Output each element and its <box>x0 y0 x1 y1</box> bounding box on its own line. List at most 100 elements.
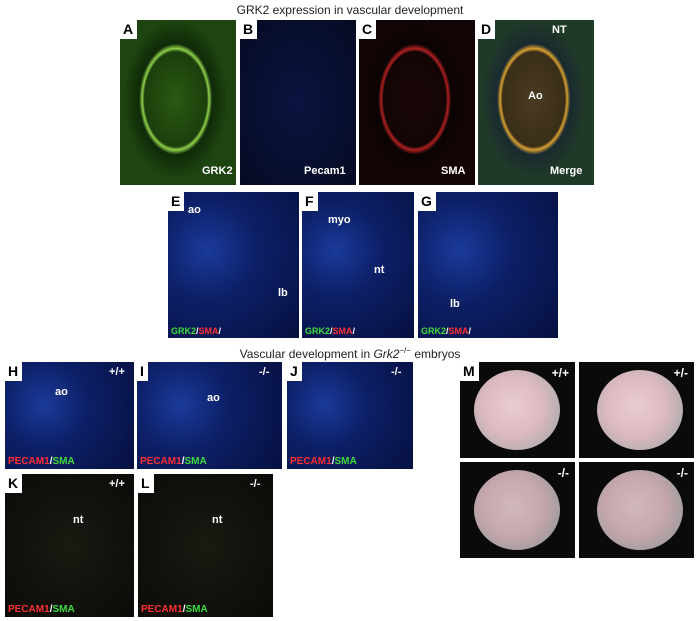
panel-label: ao <box>207 392 220 404</box>
figure-panel: L -/- nt PECAM1/SMA <box>138 474 273 617</box>
stain-name: SMA <box>52 604 75 615</box>
subtitle-text: Vascular development in <box>239 347 374 361</box>
stain-name: / <box>196 326 199 336</box>
stain-name: PECAM1 <box>141 604 183 615</box>
stain-name: / <box>49 604 53 615</box>
figure-panel: D NT Ao Merge <box>478 20 594 185</box>
stain-name: / <box>352 326 356 336</box>
figure-panel: K +/+ nt PECAM1/SMA <box>5 474 134 617</box>
stain-name: PECAM1 <box>140 456 182 467</box>
panel-label: nt <box>212 514 223 526</box>
panel-label: Pecam1 <box>304 165 346 177</box>
genotype: −/− <box>399 346 412 355</box>
genotype-label: +/+ <box>551 366 569 380</box>
panel-label: SMA <box>441 165 466 177</box>
stain-name: / <box>181 456 185 467</box>
panel-label: +/+ <box>109 478 125 490</box>
stain-name: PECAM1 <box>8 604 50 615</box>
figure-title: GRK2 expression in vascular development <box>236 3 464 17</box>
figure-panel: C SMA <box>359 20 475 185</box>
stain-name: SMA <box>448 326 469 336</box>
genotype-label: -/- <box>557 466 569 480</box>
embryo <box>474 370 560 450</box>
embryo-photo: -/- <box>579 462 694 558</box>
figure-panel: I -/- ao PECAM1/SMA <box>137 362 282 469</box>
stain-name: SMA <box>198 326 219 336</box>
gene-name: Grk2 <box>373 347 400 361</box>
panel-label: -/- <box>391 366 402 378</box>
panel-label: -/- <box>250 478 261 490</box>
embryo-photo: -/- <box>460 462 575 558</box>
panel-letter: C <box>359 20 377 39</box>
stain-legend: PECAM1/SMA <box>141 604 208 615</box>
panel-letter: F <box>302 192 318 211</box>
stain-name: SMA <box>185 604 208 615</box>
panel-letter: M <box>460 362 479 381</box>
stain-name: GRK2 <box>421 326 447 336</box>
stain-name: / <box>218 326 222 336</box>
panel-letter: I <box>137 362 148 381</box>
panel-label: lb <box>278 287 288 299</box>
stain-name: PECAM1 <box>290 456 332 467</box>
panel-label: Merge <box>550 165 583 177</box>
panel-label: -/- <box>259 366 270 378</box>
panel-letter: E <box>168 192 185 211</box>
figure-panel: +/+ +/- -/- -/- M <box>460 362 695 558</box>
panel-label: ao <box>55 386 68 398</box>
panel-letter: D <box>478 20 496 39</box>
stain-name: / <box>330 326 333 336</box>
panel-letter: G <box>418 192 436 211</box>
embryo <box>597 470 683 550</box>
stain-name: PECAM1 <box>8 456 50 467</box>
genotype-label: -/- <box>676 466 688 480</box>
panel-label: nt <box>73 514 84 526</box>
panel-label: NT <box>552 24 567 36</box>
stain-name: / <box>49 456 53 467</box>
stain-name: / <box>446 326 449 336</box>
panel-letter: K <box>5 474 23 493</box>
panel-letter: A <box>120 20 138 39</box>
stain-name: / <box>331 456 335 467</box>
panel-label: nt <box>374 264 385 276</box>
panel-label: ao <box>188 204 201 216</box>
panel-letter: J <box>287 362 302 381</box>
embryo-photo: +/- <box>579 362 694 458</box>
stain-name: / <box>182 604 186 615</box>
panel-label: +/+ <box>109 366 125 378</box>
figure-panel: H +/+ ao PECAM1/SMA <box>5 362 134 469</box>
panel-label: Ao <box>528 90 543 102</box>
stain-name: SMA <box>184 456 207 467</box>
stain-legend: GRK2/SMA/ <box>305 326 355 336</box>
genotype-label: +/- <box>673 366 688 380</box>
figure-panel: J -/- PECAM1/SMA <box>287 362 413 469</box>
figure-panel: A GRK2 <box>120 20 236 185</box>
stain-legend: PECAM1/SMA <box>8 456 75 467</box>
subtitle-text: embryos <box>411 347 461 361</box>
panel-label: myo <box>328 214 351 226</box>
stain-legend: PECAM1/SMA <box>8 604 75 615</box>
stain-legend: GRK2/SMA/ <box>171 326 221 336</box>
embryo <box>474 470 560 550</box>
panel-letter: B <box>240 20 258 39</box>
stain-name: GRK2 <box>305 326 331 336</box>
embryo-photo: +/+ <box>460 362 575 458</box>
embryo <box>597 370 683 450</box>
stain-name: GRK2 <box>171 326 197 336</box>
stain-legend: PECAM1/SMA <box>290 456 357 467</box>
stain-legend: GRK2/SMA/ <box>421 326 471 336</box>
panel-letter: L <box>138 474 154 493</box>
stain-legend: PECAM1/SMA <box>140 456 207 467</box>
stain-name: SMA <box>334 456 357 467</box>
panel-letter: H <box>5 362 23 381</box>
figure-panel: B Pecam1 <box>240 20 356 185</box>
panel-label: lb <box>450 298 460 310</box>
section-subtitle: Vascular development in Grk2−/− embryos <box>0 346 700 361</box>
stain-name: SMA <box>52 456 75 467</box>
panel-label: GRK2 <box>202 165 233 177</box>
stain-name: SMA <box>332 326 353 336</box>
stain-name: / <box>468 326 472 336</box>
